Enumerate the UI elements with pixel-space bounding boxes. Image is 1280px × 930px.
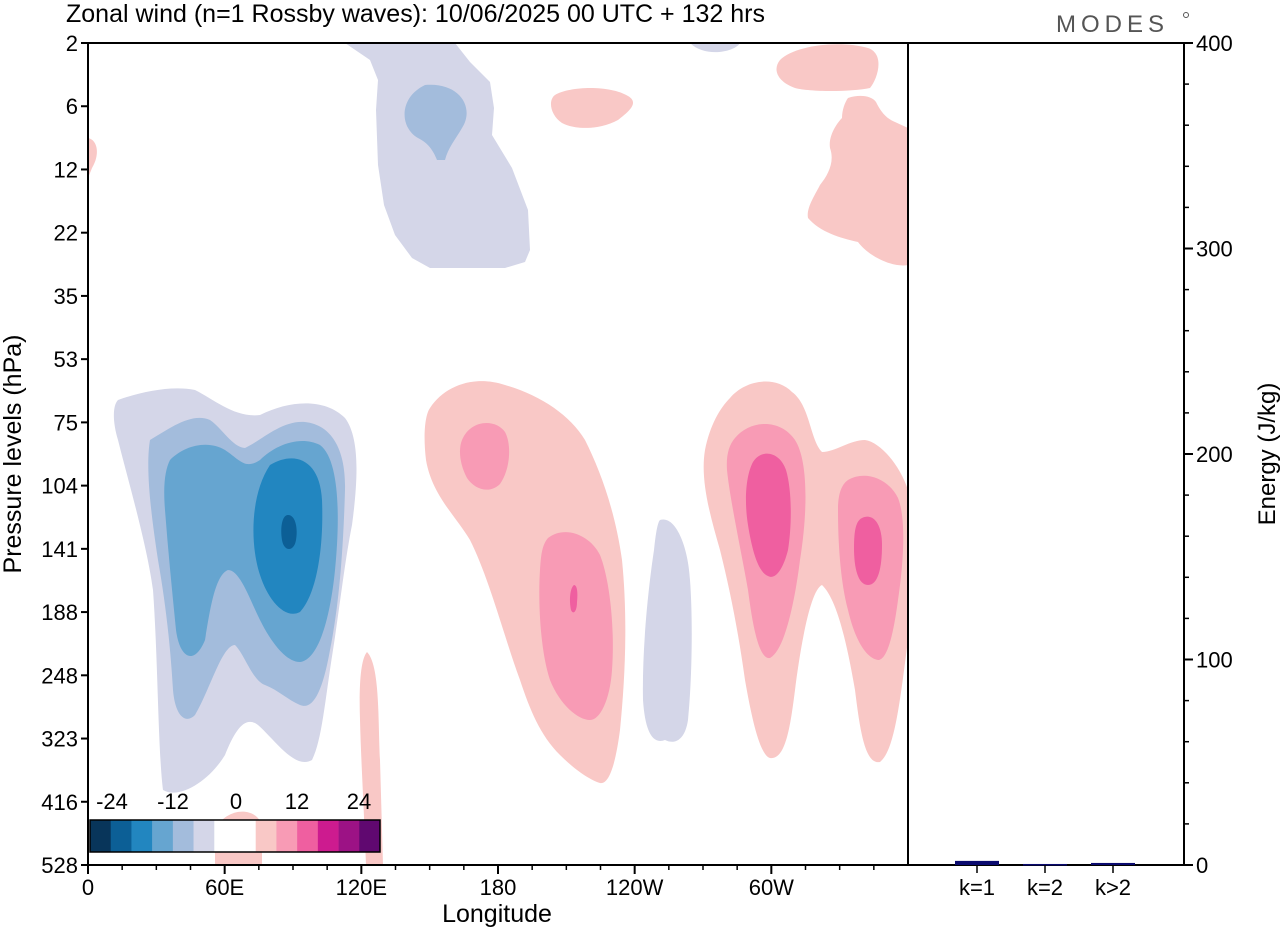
contour-pos-strat-b <box>776 44 879 91</box>
contour-plot <box>88 43 908 865</box>
contour-neg-5 <box>281 515 297 549</box>
colorbar-label: 0 <box>230 789 242 814</box>
x-tick-label: 60E <box>205 875 244 900</box>
x-tick-label: 180 <box>480 875 517 900</box>
contour-pos-9 <box>854 516 882 585</box>
y-tick-label: 416 <box>41 790 78 815</box>
y-tick-label: 188 <box>41 600 78 625</box>
colorbar-swatch <box>172 820 194 852</box>
colorbar-label: 12 <box>285 789 309 814</box>
bar-category-label: k>2 <box>1095 875 1131 900</box>
modes-logo: MODES <box>1056 11 1169 38</box>
y-tick-label: 12 <box>54 157 78 182</box>
x-axis-title: Longitude <box>442 900 552 928</box>
x-tick-label: 120W <box>606 875 664 900</box>
y-tick-label: 22 <box>54 221 78 246</box>
colorbar-label: 24 <box>347 789 371 814</box>
x-tick-label: 60W <box>749 875 794 900</box>
colorbar-label: -12 <box>157 789 189 814</box>
contour-pos-4 <box>459 422 510 490</box>
y-tick-label: 248 <box>41 663 78 688</box>
colorbar-swatch <box>193 820 215 852</box>
energy-axis-title: Energy (J/kg) <box>1254 383 1280 526</box>
energy-tick-label: 300 <box>1196 237 1233 262</box>
y-tick-label: 2 <box>66 31 78 56</box>
contour-neg-band <box>642 519 692 742</box>
x-tick-label: 120E <box>336 875 387 900</box>
y-axis-title: Pressure levels (hPa) <box>0 335 27 574</box>
colorbar-swatch <box>297 820 319 852</box>
contour-pos-column <box>359 652 383 865</box>
chart-title: Zonal wind (n=1 Rossby waves): 10/06/202… <box>66 0 765 28</box>
x-axis: 0 60E 120E 180 120W 60W <box>82 865 875 900</box>
y-tick-label: 528 <box>41 853 78 878</box>
bar-category-label: k=2 <box>1027 875 1063 900</box>
energy-bar <box>1091 862 1135 865</box>
contour-neg-top-small <box>690 43 740 53</box>
y-axis: 2 6 12 22 35 53 75 104 141 188 248 323 416 528 <box>41 31 88 878</box>
bar-category-label: k=1 <box>959 875 995 900</box>
colorbar-swatch <box>235 820 257 852</box>
y-tick-label: 323 <box>41 727 78 752</box>
colorbar-swatch <box>338 820 360 852</box>
contour-neg-strat-inner <box>404 84 467 160</box>
y-tick-label: 141 <box>41 537 78 562</box>
colorbar-swatch <box>317 820 339 852</box>
energy-tick-label: 100 <box>1196 648 1233 673</box>
y-tick-label: 6 <box>66 94 78 119</box>
colorbar-swatch <box>276 820 298 852</box>
colorbar-swatch <box>255 820 277 852</box>
logo-registered-mark <box>1183 12 1189 18</box>
colorbar-swatch <box>90 820 112 852</box>
colorbar-frame <box>89 819 381 853</box>
colorbar-swatch <box>131 820 153 852</box>
y-tick-label: 35 <box>54 284 78 309</box>
colorbar-labels: -24 -12 0 12 24 <box>96 789 371 814</box>
contour-pos-7 <box>745 453 791 577</box>
y-tick-label: 75 <box>54 410 78 435</box>
contour-pos-3 <box>570 585 578 613</box>
contour-pos-strat-c <box>807 95 908 266</box>
energy-axis: 0 100 200 300 400 <box>1184 31 1233 878</box>
colorbar <box>89 819 381 853</box>
y-tick-label: 104 <box>41 474 78 499</box>
colorbar-label: -24 <box>96 789 128 814</box>
contour-pos-2 <box>539 532 613 720</box>
energy-tick-label: 400 <box>1196 31 1233 56</box>
energy-tick-label: 0 <box>1196 853 1208 878</box>
colorbar-swatch <box>214 820 236 852</box>
contour-pos-top-left <box>88 138 97 178</box>
x-tick-label: 0 <box>82 875 94 900</box>
colorbar-swatch <box>359 820 381 852</box>
y-tick-label: 53 <box>54 347 78 372</box>
colorbar-swatch <box>110 820 132 852</box>
colorbar-swatch <box>152 820 174 852</box>
energy-bar <box>955 860 999 865</box>
energy-bars: k=1 k=2 k>2 <box>955 860 1135 900</box>
energy-bar <box>1023 863 1067 866</box>
energy-tick-label: 200 <box>1196 442 1233 467</box>
contour-pos-strat-a <box>550 88 634 128</box>
